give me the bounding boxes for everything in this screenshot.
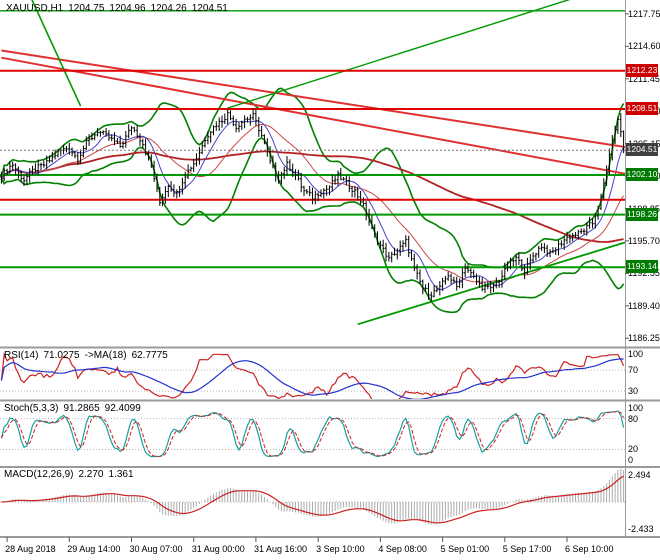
price-axis-label[interactable]: 1211.45 <box>628 73 660 84</box>
time-axis-label[interactable]: 3 Sep 10:00 <box>316 544 365 554</box>
symbol-timeframe-label: XAUUSD,H1 <box>6 3 64 14</box>
rsi-ma-value: 62.7775 <box>131 350 168 361</box>
time-axis-label[interactable]: 30 Aug 07:00 <box>129 544 183 554</box>
stoch-scale-label: 20 <box>628 444 639 455</box>
macd-histogram <box>3 468 625 525</box>
bollinger-lower-line <box>0 137 625 314</box>
rsi-pane-header: RSI(14) 71.0275 ->MA(18) 62.7775 <box>4 350 173 361</box>
price-axis-label[interactable]: 1189.40 <box>628 300 660 311</box>
time-axis-label[interactable]: 31 Aug 16:00 <box>253 544 307 554</box>
stoch-k-value: 91.2865 <box>63 403 100 414</box>
rsi-ma-label: ->MA(18) <box>84 350 127 361</box>
time-axis-label[interactable]: 31 Aug 00:00 <box>191 544 245 554</box>
time-axis-label[interactable]: 29 Aug 14:00 <box>67 544 121 554</box>
stoch-k-line <box>0 410 625 458</box>
rsi-scale-label: 30 <box>628 386 639 397</box>
trendline[interactable] <box>357 241 627 326</box>
rsi-label: RSI(14) <box>4 350 39 361</box>
trendline[interactable] <box>227 0 584 109</box>
macd-signal-value: 1.361 <box>108 469 134 480</box>
stoch-d-value: 92.4099 <box>104 403 141 414</box>
chart-title: XAUUSD,H1 1204.75 1204.96 1204.26 1204.51 <box>6 3 233 14</box>
rsi-scale-label: 70 <box>628 365 639 376</box>
stoch-label: Stoch(5,3,3) <box>4 403 59 414</box>
price-axis-label[interactable]: 1217.75 <box>628 8 660 19</box>
macd-scale-label: -2.433 <box>628 523 654 534</box>
ohlc-high: 1204.96 <box>109 3 146 14</box>
stoch-pane-header: Stoch(5,3,3) 91.2865 92.4099 <box>4 403 146 414</box>
trendline[interactable] <box>1 49 626 148</box>
stoch-scale-label: 80 <box>628 413 639 424</box>
rsi-line <box>0 352 625 399</box>
ohlc-close: 1204.51 <box>191 3 228 14</box>
macd-scale-label: 2.494 <box>628 469 651 480</box>
main-pane <box>0 0 627 347</box>
trendline[interactable] <box>1 56 626 175</box>
price-axis-label[interactable]: 1186.25 <box>628 333 660 344</box>
current-price-badge: 1204.51 <box>626 143 658 157</box>
time-axis-label[interactable]: 5 Sep 17:00 <box>502 544 552 554</box>
time-axis-label[interactable]: 5 Sep 01:00 <box>440 544 490 554</box>
stoch-scale-label: 0 <box>628 454 634 465</box>
macd-signal-line <box>1 475 624 524</box>
price-level-badge: 1212.23 <box>626 63 658 77</box>
price-axis-label[interactable]: 1195.70 <box>628 235 660 246</box>
stoch-d-line <box>0 410 625 458</box>
macd-pane-header: MACD(12,26,9) 2.270 1.361 <box>4 469 139 480</box>
stoch-pane <box>0 410 625 458</box>
time-axis-label[interactable]: 28 Aug 2018 <box>5 544 56 554</box>
time-axis-label[interactable]: 6 Sep 10:00 <box>565 544 614 554</box>
price-level-badge: 1202.10 <box>626 168 658 182</box>
price-axis-label[interactable]: 1214.60 <box>628 41 660 52</box>
price-level-badge: 1193.14 <box>626 260 658 274</box>
rsi-value: 71.0275 <box>43 350 80 361</box>
time-axis-label[interactable]: 4 Sep 08:00 <box>378 544 427 554</box>
trendline[interactable] <box>30 0 82 107</box>
macd-label: MACD(12,26,9) <box>4 469 74 480</box>
price-level-badge: 1208.51 <box>626 102 658 116</box>
rsi-pane <box>0 352 625 399</box>
price-bars <box>0 108 625 302</box>
bollinger-upper-line <box>0 87 625 269</box>
rsi-ma-line <box>0 358 624 399</box>
macd-value: 2.270 <box>78 469 104 480</box>
stoch-scale-label: 100 <box>628 403 644 414</box>
main-plot-area[interactable] <box>0 0 625 347</box>
ohlc-open: 1204.75 <box>68 3 105 14</box>
ohlc-low: 1204.26 <box>150 3 187 14</box>
macd-pane <box>0 468 625 525</box>
price-axis-label[interactable]: 1192.55 <box>628 268 660 279</box>
price-level-badge: 1198.26 <box>626 207 658 221</box>
fast-ma-line <box>0 120 625 290</box>
rsi-scale-label: 100 <box>628 349 644 360</box>
